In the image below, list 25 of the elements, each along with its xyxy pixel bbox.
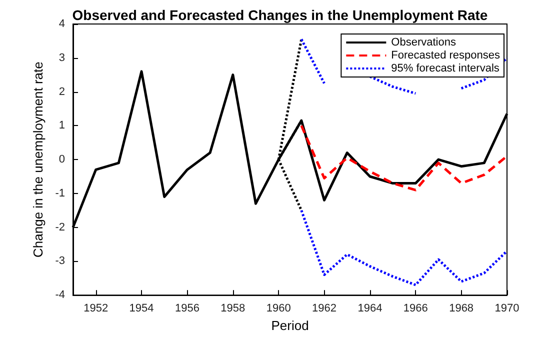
- x-tick-label: 1964: [358, 302, 382, 315]
- x-tick-label: 1962: [312, 302, 337, 315]
- x-tick-label: 1970: [494, 302, 520, 315]
- y-tick-label: 1: [58, 120, 65, 132]
- y-tick-label: 0: [58, 154, 65, 166]
- x-tick-label: 1966: [403, 302, 428, 315]
- x-axis-title: Period: [271, 318, 309, 333]
- y-tick-label: 4: [58, 18, 65, 30]
- y-tick-label: 2: [58, 86, 65, 98]
- y-tick-label: -2: [55, 221, 65, 234]
- y-axis-title: Change in the unemployment rate: [30, 62, 46, 258]
- y-tick-label: -3: [55, 255, 65, 268]
- y-tick-label: -1: [55, 187, 65, 200]
- legend-label: Observations: [391, 36, 456, 48]
- x-tick-label: 1968: [449, 302, 474, 315]
- chart-title: Observed and Forecasted Changes in the Unemployment Rate: [72, 7, 488, 23]
- x-tick-label: 1958: [220, 302, 246, 315]
- x-tick-label: 1956: [174, 302, 200, 315]
- legend-label: 95% forecast intervals: [391, 62, 500, 74]
- y-tick-label: -4: [55, 289, 65, 302]
- x-tick-label: 1952: [84, 302, 108, 315]
- legend-label: Forecasted responses: [391, 50, 500, 62]
- x-tick-label: 1954: [129, 302, 154, 315]
- x-tick-label: 1960: [266, 302, 291, 315]
- y-tick-label: 3: [58, 52, 65, 64]
